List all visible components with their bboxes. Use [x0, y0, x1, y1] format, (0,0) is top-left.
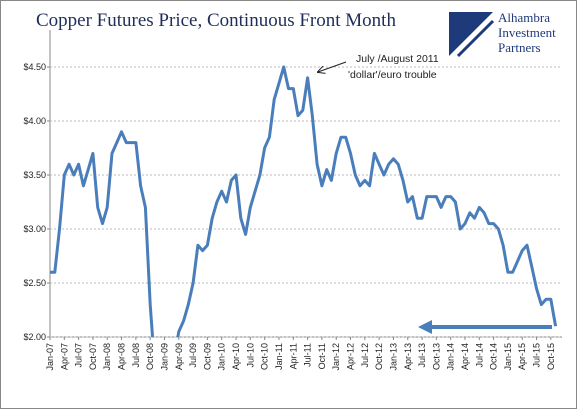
logo-text: Partners — [498, 40, 541, 55]
y-tick-label: $2.50 — [23, 278, 46, 288]
x-tick-label: Oct-11 — [317, 343, 327, 369]
x-tick-label: Jul-10 — [245, 343, 255, 368]
y-tick-label: $3.50 — [23, 170, 46, 180]
x-tick-label: Jul-08 — [131, 343, 141, 368]
x-tick-label: Apr-12 — [346, 343, 356, 370]
x-tick-label: Apr-08 — [117, 343, 127, 370]
annotation: July /August 2011 — [356, 53, 439, 65]
x-tick-label: Jan-11 — [274, 343, 284, 370]
x-tick-label: Apr-14 — [460, 343, 470, 370]
x-tick-label: Oct-13 — [431, 343, 441, 370]
x-tick-label: Oct-07 — [88, 343, 98, 370]
x-tick-label: Oct-09 — [202, 343, 212, 370]
x-tick-label: Jan-07 — [45, 343, 55, 371]
x-tick-label: Jan-09 — [159, 343, 169, 371]
logo-text: Investment — [498, 25, 556, 40]
annotation: 'dollar'/euro trouble — [348, 69, 437, 81]
x-tick-label: Jul-13 — [417, 343, 427, 368]
x-tick-label: Jul-11 — [303, 343, 313, 367]
x-tick-label: Jan-08 — [102, 343, 112, 371]
x-tick-label: Jan-13 — [388, 343, 398, 371]
x-tick-label: Apr-15 — [517, 343, 527, 370]
x-tick-label: Oct-08 — [145, 343, 155, 370]
x-tick-label: Jul-07 — [74, 343, 84, 368]
x-tick-label: Jul-09 — [188, 343, 198, 368]
x-tick-label: Oct-10 — [260, 343, 270, 370]
x-tick-label: Jul-14 — [474, 343, 484, 368]
x-tick-label: Apr-10 — [231, 343, 241, 370]
y-tick-label: $4.50 — [23, 62, 46, 72]
x-tick-label: Jan-15 — [503, 343, 513, 371]
y-tick-label: $4.00 — [23, 116, 46, 126]
x-tick-label: Apr-07 — [59, 343, 69, 370]
x-tick-label: Apr-09 — [174, 343, 184, 370]
x-tick-label: Jan-14 — [446, 343, 456, 371]
trend-arrow — [418, 320, 552, 334]
y-tick-label: $3.00 — [23, 224, 46, 234]
x-tick-label: Jul-12 — [360, 343, 370, 368]
y-tick-label: $2.00 — [23, 332, 46, 342]
chart-title: Copper Futures Price, Continuous Front M… — [36, 10, 396, 31]
price-line — [50, 65, 558, 337]
x-tick-label: Jul-15 — [532, 343, 542, 368]
logo: Alhambra Investment Partners — [449, 10, 556, 58]
x-tick-label: Jan-12 — [331, 343, 341, 371]
logo-stripe — [456, 19, 495, 58]
x-tick-label: Oct-12 — [374, 343, 384, 370]
logo-shape — [449, 12, 493, 56]
x-tick-label: Oct-15 — [546, 343, 556, 370]
x-tick-label: Oct-14 — [489, 343, 499, 370]
x-tick-label: Apr-11 — [288, 343, 298, 369]
logo-text: Alhambra — [498, 10, 550, 25]
x-tick-label: Jan-10 — [217, 343, 227, 371]
x-tick-label: Apr-13 — [403, 343, 413, 370]
arrow-head — [418, 320, 432, 334]
annotation-arrow — [318, 61, 347, 72]
